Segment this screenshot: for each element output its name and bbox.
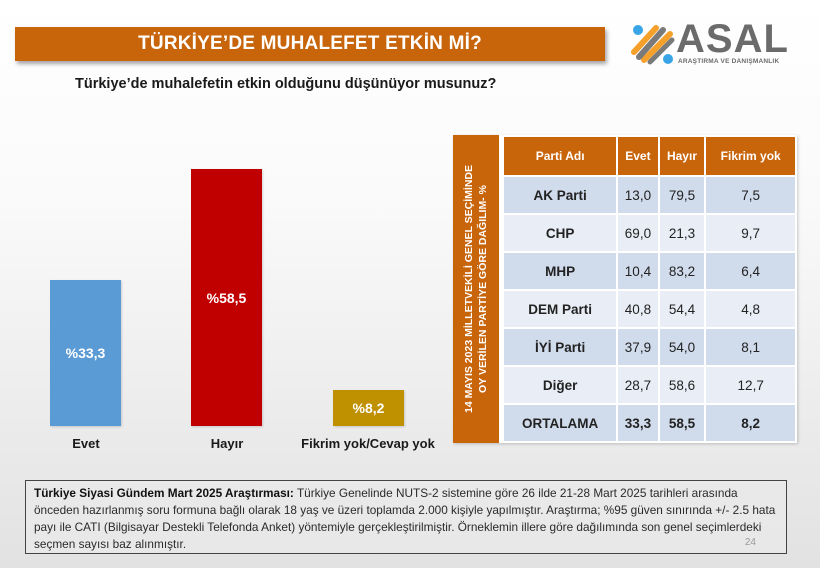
cell-hayir: 58,5 (657, 403, 707, 443)
survey-question: Türkiye’de muhalefetin etkin olduğunu dü… (75, 76, 497, 92)
asal-logo: ASAL ARAŞTIRMA VE DANIŞMANLIK (630, 17, 790, 70)
asal-logo-icon (631, 25, 675, 65)
cell-evet: 40,8 (616, 289, 660, 329)
methodology-note: Türkiye Siyasi Gündem Mart 2025 Araştırm… (25, 480, 787, 554)
logo-subtitle: ARAŞTIRMA VE DANIŞMANLIK (678, 58, 780, 65)
logo-wordmark: ASAL (676, 17, 789, 61)
cell-evet: 69,0 (616, 213, 660, 253)
cell-fikrim-yok: 8,1 (704, 327, 797, 367)
side-header-line2: OY VERİLEN PARTİYE GÖRE DAĞILIM- % (477, 185, 490, 393)
bar-evet: %33,3 (50, 280, 121, 426)
table-row: İYİ Parti 37,9 54,0 8,1 (501, 327, 797, 367)
column-header: Fikrim yok (704, 135, 797, 177)
cell-fikrim-yok: 9,7 (704, 213, 797, 253)
cell-hayir: 58,6 (657, 365, 707, 405)
party-name: Diğer (501, 365, 619, 405)
cell-evet: 37,9 (616, 327, 660, 367)
methodology-title: Türkiye Siyasi Gündem Mart 2025 Araştırm… (34, 486, 294, 500)
cell-fikrim-yok: 12,7 (704, 365, 797, 405)
bar-hayir: %58,5 (191, 169, 262, 426)
page-number: 24 (744, 537, 756, 548)
cell-fikrim-yok: 6,4 (704, 251, 797, 291)
bar-fikrim-yok: %8,2 (333, 390, 404, 426)
party-name: DEM Parti (501, 289, 619, 329)
slide-title-bar: TÜRKİYE’DE MUHALEFET ETKİN Mİ? (15, 27, 605, 61)
bar-value-label: %8,2 (352, 400, 385, 416)
table-header-row: Parti Adı Evet Hayır Fikrim yok (501, 135, 797, 177)
cell-evet: 28,7 (616, 365, 660, 405)
cell-hayir: 83,2 (657, 251, 707, 291)
cell-hayir: 21,3 (657, 213, 707, 253)
column-header: Parti Adı (501, 135, 619, 177)
table-side-header: 14 MAYIS 2023 MİLLETVEKİLİ GENEL SEÇİMİN… (453, 135, 501, 443)
bar-value-label: %33,3 (65, 345, 106, 361)
category-label: Hayır (210, 436, 244, 451)
cell-evet: 13,0 (616, 175, 660, 215)
party-name: MHP (501, 251, 619, 291)
party-table: Parti Adı Evet Hayır Fikrim yok AK Parti… (501, 135, 797, 443)
table-row-average: ORTALAMA 33,3 58,5 8,2 (501, 403, 797, 443)
column-header: Hayır (657, 135, 707, 177)
methodology-text: Türkiye Genelinde NUTS-2 sistemine göre … (34, 486, 776, 551)
cell-fikrim-yok: 7,5 (704, 175, 797, 215)
bar-chart: %33,3 %58,5 %8,2 Evet Hayır Fikrim yok/C… (0, 130, 450, 460)
bar-value-label: %58,5 (206, 289, 247, 306)
cell-hayir: 79,5 (657, 175, 707, 215)
category-label: Evet (72, 436, 100, 451)
party-name: ORTALAMA (501, 403, 619, 443)
party-name: AK Parti (501, 175, 619, 215)
column-header: Evet (616, 135, 660, 177)
slide-title: TÜRKİYE’DE MUHALEFET ETKİN Mİ? (138, 33, 482, 54)
cell-evet: 10,4 (616, 251, 660, 291)
category-label: Fikrim yok/Cevap yok (301, 436, 435, 451)
party-breakdown-table: 14 MAYIS 2023 MİLLETVEKİLİ GENEL SEÇİMİN… (453, 135, 797, 443)
cell-fikrim-yok: 4,8 (704, 289, 797, 329)
table-row: MHP 10,4 83,2 6,4 (501, 251, 797, 291)
cell-fikrim-yok: 8,2 (704, 403, 797, 443)
cell-hayir: 54,4 (657, 289, 707, 329)
side-header-line1: 14 MAYIS 2023 MİLLETVEKİLİ GENEL SEÇİMİN… (463, 165, 476, 413)
table-row: DEM Parti 40,8 54,4 4,8 (501, 289, 797, 329)
party-name: CHP (501, 213, 619, 253)
table-row: CHP 69,0 21,3 9,7 (501, 213, 797, 253)
table-row: Diğer 28,7 58,6 12,7 (501, 365, 797, 405)
table-row: AK Parti 13,0 79,5 7,5 (501, 175, 797, 215)
party-name: İYİ Parti (501, 327, 619, 367)
cell-hayir: 54,0 (657, 327, 707, 367)
cell-evet: 33,3 (616, 403, 660, 443)
